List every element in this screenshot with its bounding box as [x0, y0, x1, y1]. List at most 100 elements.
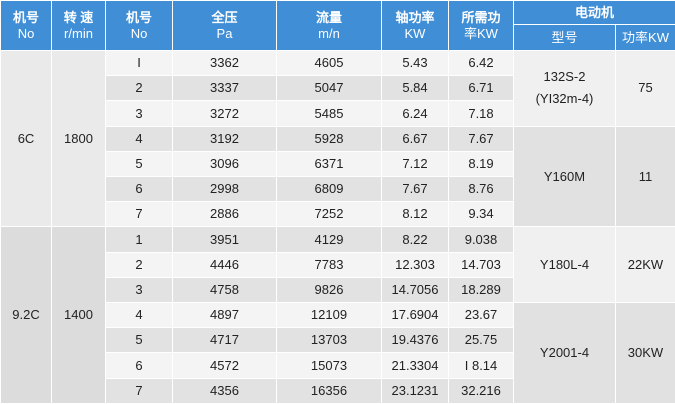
- row-no-cell: I: [105, 49, 173, 77]
- row-shaft-cell: 6.24: [381, 100, 449, 127]
- header-motor-title: 电动机: [575, 4, 615, 20]
- row-pressure-cell: 2886: [172, 201, 277, 228]
- motor-power-cell: 75: [614, 50, 675, 127]
- row-required-cell: 23.67: [448, 302, 514, 329]
- row-pressure-cell: 4446: [172, 251, 277, 278]
- row-pressure-cell: 4572: [172, 352, 277, 379]
- row-flow-cell: 16356: [276, 377, 382, 404]
- motor-power-cell: 30KW: [614, 302, 675, 404]
- row-no-cell: 7: [105, 201, 173, 228]
- row-shaft-cell: 23.1231: [381, 377, 449, 404]
- header-motor-power: 功率KW: [614, 24, 675, 51]
- row-required-cell: 14.703: [448, 251, 514, 278]
- row-pressure-cell: 3096: [172, 150, 277, 178]
- header-shaft-power-bottom: KW: [404, 25, 426, 41]
- row-pressure-cell: 3337: [172, 75, 277, 102]
- row-no-cell: 4: [105, 302, 173, 329]
- header-shaft-power-top: 轴功率: [395, 9, 435, 25]
- row-flow-cell: 6809: [276, 176, 382, 203]
- row-no-cell: 4: [105, 125, 173, 152]
- group-no-cell: 9.2C: [0, 226, 52, 404]
- row-flow-cell: 7252: [276, 201, 382, 228]
- header-speed-bottom: r/min: [64, 25, 93, 41]
- row-required-cell: 18.289: [448, 276, 514, 304]
- row-flow-cell: 13703: [276, 327, 382, 354]
- header-no: 机号 No: [0, 0, 52, 51]
- group-no-cell: 6C: [0, 49, 52, 228]
- header-flow-bottom: m/n: [318, 25, 340, 41]
- row-required-cell: 25.75: [448, 327, 514, 354]
- row-flow-cell: 7783: [276, 251, 382, 278]
- row-pressure-cell: 3362: [172, 49, 277, 77]
- group-speed-cell: 1800: [51, 49, 106, 228]
- header-flow: 流量 m/n: [276, 0, 382, 51]
- motor-model-cell: Y180L-4: [513, 226, 616, 304]
- row-flow-cell: 5485: [276, 100, 382, 127]
- row-required-cell: 32.216: [448, 377, 514, 404]
- row-shaft-cell: 7.67: [381, 176, 449, 203]
- header-pressure-top: 全压: [211, 9, 238, 25]
- header-motor-model: 型号: [513, 24, 616, 51]
- row-required-cell: 9.34: [448, 201, 514, 228]
- row-required-cell: 7.67: [448, 125, 514, 152]
- row-required-cell: 7.18: [448, 100, 514, 127]
- header-sub-no-top: 机号: [125, 9, 152, 25]
- header-required-power-bottom: 率KW: [464, 25, 498, 41]
- row-no-cell: 1: [105, 226, 173, 253]
- row-pressure-cell: 2998: [172, 176, 277, 203]
- motor-power-cell: 22KW: [614, 226, 675, 304]
- row-pressure-cell: 4717: [172, 327, 277, 354]
- row-required-cell: 6.42: [448, 49, 514, 77]
- row-no-cell: 6: [105, 176, 173, 203]
- header-required-power: 所需功 率KW: [448, 0, 514, 51]
- header-sub-no-bottom: No: [130, 25, 148, 41]
- header-pressure: 全压 Pa: [172, 0, 277, 51]
- row-pressure-cell: 4356: [172, 377, 277, 404]
- header-no-bottom: No: [17, 25, 35, 41]
- row-shaft-cell: 7.12: [381, 150, 449, 178]
- motor-power-cell: 11: [614, 125, 675, 228]
- row-no-cell: 2: [105, 75, 173, 102]
- row-shaft-cell: 14.7056: [381, 276, 449, 304]
- row-required-cell: 6.71: [448, 75, 514, 102]
- row-flow-cell: 5928: [276, 125, 382, 152]
- row-shaft-cell: 8.12: [381, 201, 449, 228]
- row-required-cell: 8.76: [448, 176, 514, 203]
- row-no-cell: 2: [105, 251, 173, 278]
- row-shaft-cell: 5.84: [381, 75, 449, 102]
- row-flow-cell: 15073: [276, 352, 382, 379]
- row-flow-cell: 12109: [276, 302, 382, 329]
- row-shaft-cell: 12.303: [381, 251, 449, 278]
- row-flow-cell: 6371: [276, 150, 382, 178]
- motor-model-line1: 132S-2: [543, 69, 586, 85]
- row-no-cell: 7: [105, 377, 173, 404]
- header-pressure-bottom: Pa: [216, 25, 233, 41]
- header-shaft-power: 轴功率 KW: [381, 0, 449, 51]
- row-pressure-cell: 3951: [172, 226, 277, 253]
- header-flow-top: 流量: [315, 9, 342, 25]
- row-shaft-cell: 21.3304: [381, 352, 449, 379]
- row-flow-cell: 4129: [276, 226, 382, 253]
- row-required-cell: I 8.14: [448, 352, 514, 379]
- row-no-cell: 6: [105, 352, 173, 379]
- row-pressure-cell: 4897: [172, 302, 277, 329]
- row-no-cell: 3: [105, 276, 173, 304]
- row-no-cell: 5: [105, 327, 173, 354]
- row-flow-cell: 5047: [276, 75, 382, 102]
- row-no-cell: 3: [105, 100, 173, 127]
- motor-model-cell: Y160M: [513, 125, 616, 228]
- row-pressure-cell: 3192: [172, 125, 277, 152]
- row-shaft-cell: 19.4376: [381, 327, 449, 354]
- row-shaft-cell: 5.43: [381, 49, 449, 77]
- row-shaft-cell: 17.6904: [381, 302, 449, 329]
- motor-model-cell: 132S-2 (YI32m-4): [513, 50, 616, 127]
- row-pressure-cell: 4758: [172, 276, 277, 304]
- header-motor: 电动机: [512, 0, 675, 25]
- row-shaft-cell: 8.22: [381, 226, 449, 253]
- header-required-power-top: 所需功: [461, 9, 501, 25]
- motor-model-line2: (YI32m-4): [535, 91, 594, 107]
- row-flow-cell: 4605: [276, 49, 382, 77]
- header-sub-no: 机号 No: [105, 0, 173, 51]
- row-pressure-cell: 3272: [172, 100, 277, 127]
